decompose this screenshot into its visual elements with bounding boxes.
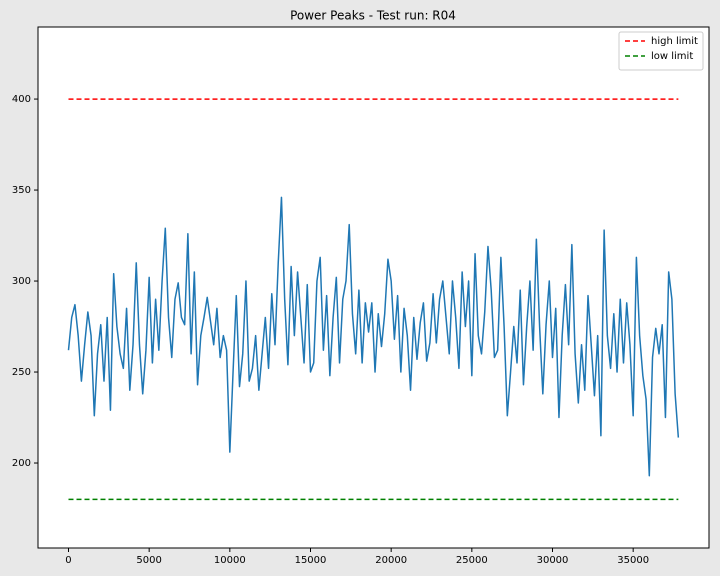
data-line <box>67 196 680 477</box>
plot-area <box>37 26 710 549</box>
y-tick-label: 350 <box>12 185 31 196</box>
y-tick-label: 200 <box>12 458 31 469</box>
y-tick-label: 400 <box>12 94 31 105</box>
y-tick-label: 250 <box>12 367 31 378</box>
x-tick-label: 5000 <box>136 555 161 566</box>
legend-label: low limit <box>651 51 693 62</box>
x-tick-label: 20000 <box>375 555 407 566</box>
chart-title: Power Peaks - Test run: R04 <box>290 9 456 23</box>
x-tick-label: 25000 <box>456 555 488 566</box>
x-tick-label: 35000 <box>617 555 649 566</box>
x-tick-label: 10000 <box>214 555 246 566</box>
x-tick-label: 15000 <box>295 555 327 566</box>
legend-box <box>618 31 704 71</box>
legend-label: high limit <box>651 36 698 47</box>
y-tick-label: 300 <box>12 276 31 287</box>
x-tick-label: 0 <box>65 555 71 566</box>
x-tick-label: 30000 <box>537 555 569 566</box>
